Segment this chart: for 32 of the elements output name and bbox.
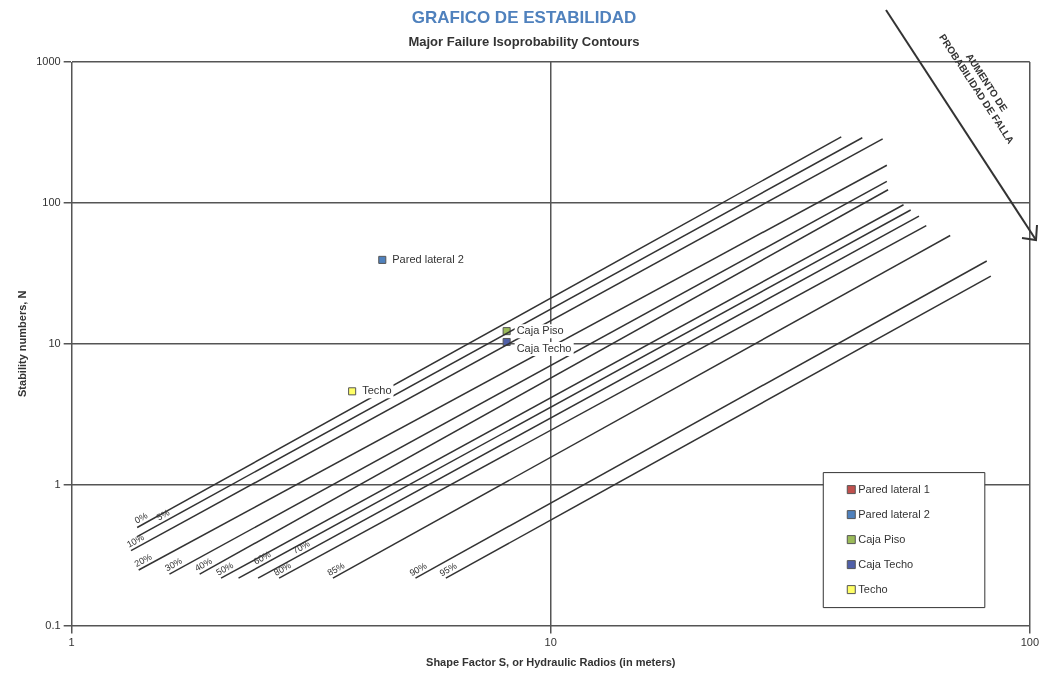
text: Caja Piso bbox=[516, 324, 564, 337]
x-tick-label: 1 bbox=[68, 636, 75, 649]
text: Pared lateral 2 bbox=[392, 252, 464, 265]
y-tick-label: 0.1 bbox=[45, 618, 61, 631]
text: 10% bbox=[125, 532, 146, 550]
text: 95% bbox=[437, 560, 459, 579]
chart-title: GRAFICO DE ESTABILIDAD bbox=[411, 7, 637, 27]
legend-label: Caja Piso bbox=[858, 532, 906, 545]
legend-label: Caja Techo bbox=[858, 557, 914, 570]
text: Techo bbox=[362, 384, 392, 397]
text: 5% bbox=[154, 507, 172, 523]
y-tick-label: 10 bbox=[48, 336, 61, 349]
text: 20% bbox=[132, 551, 154, 569]
text: Caja Techo bbox=[516, 342, 572, 355]
text: 50% bbox=[214, 560, 236, 578]
y-tick-label: 100 bbox=[42, 195, 61, 208]
chart-subtitle: Major Failure Isoprobability Contours bbox=[408, 33, 640, 49]
text: 80% bbox=[272, 560, 293, 578]
text: 40% bbox=[193, 555, 214, 574]
x-tick-label: 10 bbox=[544, 636, 557, 649]
text: 30% bbox=[163, 555, 184, 574]
y-axis-title: Stability numbers, N bbox=[15, 290, 28, 397]
x-tick-label: 100 bbox=[1020, 636, 1039, 649]
y-tick-label: 1 bbox=[54, 477, 61, 490]
y-tick-label: 1000 bbox=[36, 55, 61, 68]
text: 0% bbox=[132, 510, 150, 526]
text: 85% bbox=[325, 560, 347, 578]
legend-label: Pared lateral 1 bbox=[858, 482, 930, 495]
x-axis-title: Shape Factor S, or Hydraulic Radios (in meters) bbox=[426, 656, 676, 669]
legend-label: Pared lateral 2 bbox=[858, 507, 930, 520]
text: 90% bbox=[407, 560, 429, 579]
legend-label: Techo bbox=[858, 582, 888, 595]
